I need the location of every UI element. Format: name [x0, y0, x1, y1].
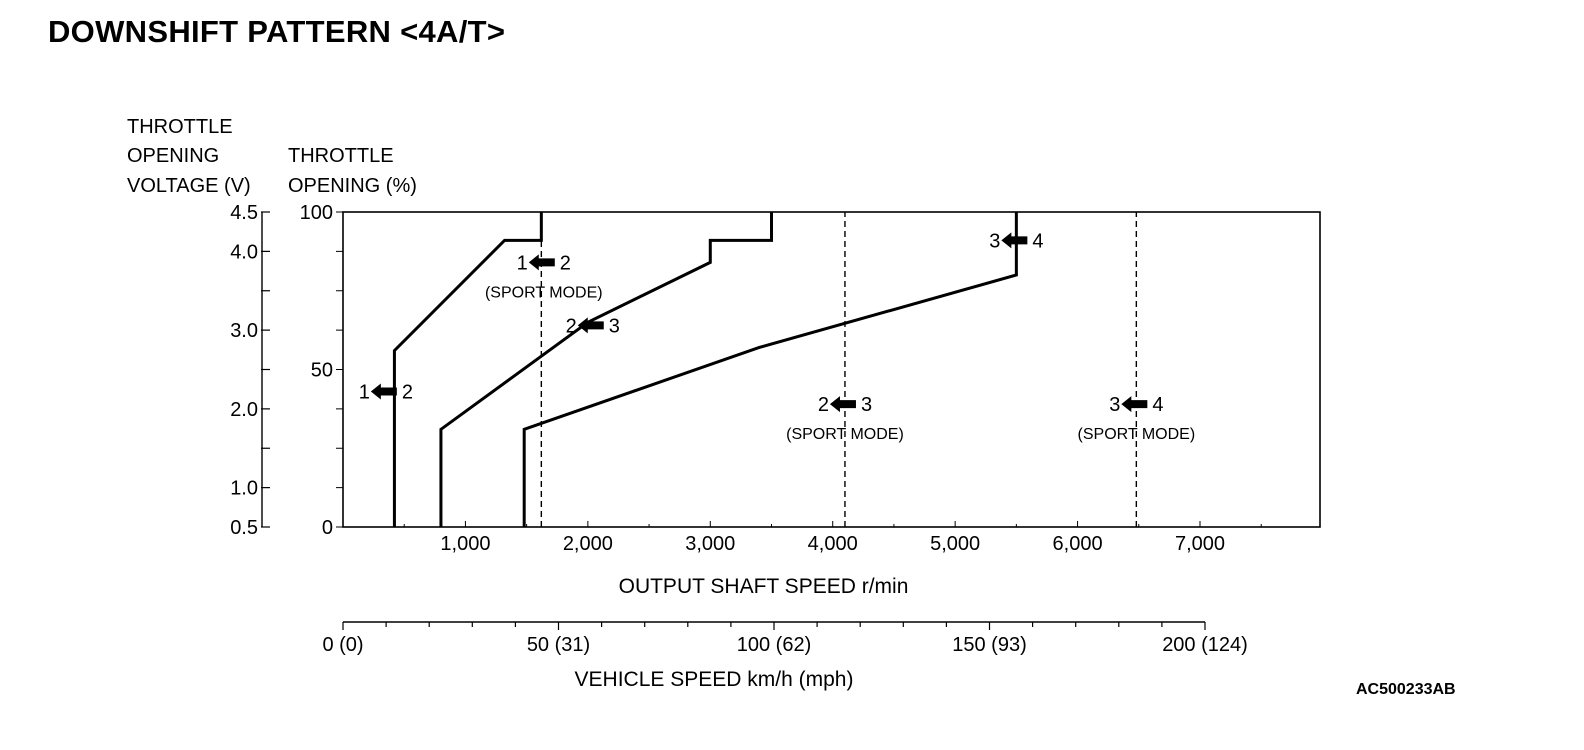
shift-annotation: 1 2 (SPORT MODE) [485, 252, 603, 301]
y-opening-tick-label: 50 [311, 360, 333, 382]
shift-from-label: 2 [818, 394, 829, 416]
plot-frame [342, 211, 1321, 528]
x-tick-label: 4,000 [808, 533, 858, 555]
vehicle-speed-tick-label: 200 (124) [1162, 634, 1248, 656]
y-axis-voltage-title-line: THROTTLE [127, 116, 233, 138]
downshift-line [439, 212, 773, 527]
shift-to-label: 3 [861, 394, 872, 416]
downshift-line [392, 212, 543, 527]
y-opening-tick-label: 0 [322, 517, 333, 539]
x-tick-label: 1,000 [440, 533, 490, 555]
x-tick-label: 2,000 [563, 533, 613, 555]
shift-from-label: 3 [989, 230, 1000, 252]
y-voltage-tick-label: 3.0 [230, 320, 258, 342]
y-axis-voltage-title-line: OPENING [127, 145, 220, 167]
shift-annotation: 3 4 (SPORT MODE) [1078, 394, 1196, 443]
vehicle-speed-tick-label: 100 (62) [737, 634, 812, 656]
y-voltage-tick-label: 1.0 [230, 478, 258, 500]
shift-note-label: (SPORT MODE) [1078, 426, 1196, 443]
x-axis-title: OUTPUT SHAFT SPEED r/min [619, 575, 909, 598]
shift-to-label: 4 [1032, 230, 1043, 252]
shift-to-label: 2 [402, 382, 413, 404]
downshift-arrow-icon [1121, 396, 1148, 413]
shift-from-label: 2 [566, 315, 577, 337]
y-axis-opening-title-line: OPENING (%) [288, 175, 417, 197]
y-opening-tick-label: 100 [300, 202, 333, 224]
downshift-arrow-icon [829, 396, 856, 413]
x-tick-label: 6,000 [1053, 533, 1103, 555]
figure-code: AC500233AB [1356, 681, 1456, 698]
downshift-arrow-icon [577, 317, 604, 334]
y-voltage-tick-label: 2.0 [230, 399, 258, 421]
page-title: DOWNSHIFT PATTERN <4A/T> [48, 14, 506, 49]
shift-annotation: 2 3 (SPORT MODE) [786, 394, 904, 443]
y-axis-opening-title-line: THROTTLE [288, 145, 394, 167]
x-tick-label: 7,000 [1175, 533, 1225, 555]
downshift-arrow-icon [528, 254, 555, 271]
y-voltage-tick-label: 4.0 [230, 241, 258, 263]
downshift-arrow-icon [370, 383, 397, 400]
vehicle-speed-axis-title: VEHICLE SPEED km/h (mph) [575, 668, 854, 691]
shift-to-label: 3 [609, 315, 620, 337]
shift-note-label: (SPORT MODE) [485, 284, 603, 301]
downshift-line [522, 212, 1018, 527]
shift-to-label: 2 [560, 252, 571, 274]
shift-from-label: 1 [517, 252, 528, 274]
downshift-arrow-icon [1001, 232, 1028, 249]
vehicle-speed-tick-label: 50 (31) [527, 634, 590, 656]
vehicle-speed-tick-label: 150 (93) [952, 634, 1027, 656]
y-voltage-tick-label: 4.5 [230, 202, 258, 224]
x-tick-label: 5,000 [930, 533, 980, 555]
shift-note-label: (SPORT MODE) [786, 426, 904, 443]
vehicle-speed-tick-label: 0 (0) [322, 634, 363, 656]
y-voltage-tick-label: 0.5 [230, 517, 258, 539]
x-tick-label: 3,000 [685, 533, 735, 555]
shift-to-label: 4 [1152, 394, 1163, 416]
shift-from-label: 1 [359, 382, 370, 404]
y-axis-voltage-title-line: VOLTAGE (V) [127, 175, 251, 197]
shift-from-label: 3 [1109, 394, 1120, 416]
